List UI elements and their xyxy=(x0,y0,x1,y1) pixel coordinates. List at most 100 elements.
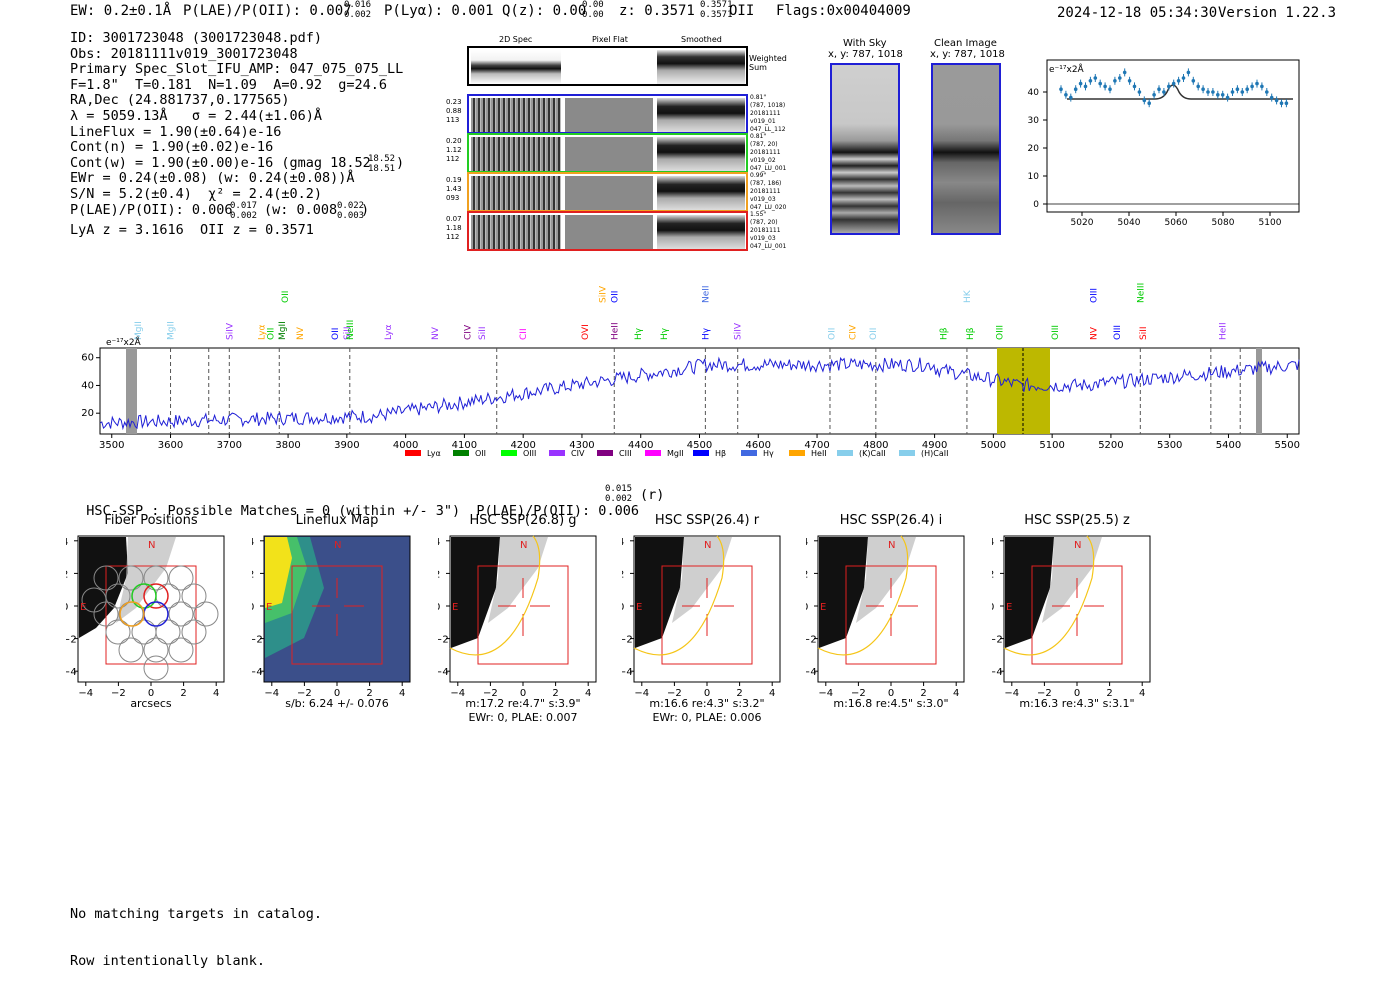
ellipse-aperture xyxy=(817,535,909,656)
zoom-xtick-label: 5100 xyxy=(1259,218,1282,228)
cutouts-panel: 2D Spec Pixel Flat Smoothed Weighted Sum… xyxy=(440,30,800,255)
hsc-summary-band: (r) xyxy=(640,487,665,503)
hsc-xtick-label: −4 xyxy=(450,688,465,699)
info-plae: P(LAE)/P(OII): 0.006 xyxy=(70,201,233,218)
emission-line-label: OII xyxy=(281,291,291,303)
hsc-ytick-label: 4 xyxy=(66,537,68,548)
zoom-data-point xyxy=(1127,79,1132,83)
clean-xy: x, y: 787, 1018 xyxy=(930,49,1005,60)
emission-line-label: SiIV xyxy=(734,322,744,340)
cutout-row-info: 047_LU_020 xyxy=(750,204,787,211)
cutout-row-info: 1.55" xyxy=(750,211,767,218)
cutout-smoothed xyxy=(657,137,745,171)
cutout-row-left-stats: 0.23 0.88 113 xyxy=(446,98,462,125)
zoom-data-point xyxy=(1284,101,1289,105)
info-params: F=1.8" T=0.181 N=1.09 A=0.92 g=24.6 xyxy=(70,76,387,93)
zoom-unit-label: e⁻¹⁷x2Å xyxy=(1049,63,1085,75)
zoom-data-point xyxy=(1176,79,1181,83)
compass-north: N xyxy=(888,540,895,551)
hsc-xtick-label: −4 xyxy=(818,688,833,699)
emission-line-label: SiIV xyxy=(599,285,609,303)
cutout-row-info: v019_02 xyxy=(750,157,776,164)
spectrum-xtick-label: 3600 xyxy=(158,440,183,451)
cutout-row-stat: 0.07 xyxy=(446,215,462,223)
fiber-circle xyxy=(168,601,194,627)
legend-label: MgII xyxy=(667,449,684,458)
spectrum-axes-frame xyxy=(99,347,1300,435)
zoom-data-point xyxy=(1103,84,1107,89)
cutout-row-info: (787, 1018) xyxy=(750,102,786,109)
spectrum-xtick-label: 5100 xyxy=(1039,440,1064,451)
cutout-row-right-info: 0.99" (787, 186) 20181111 v019_03 047_LU_020 xyxy=(750,172,786,212)
spectrum-legend: Lyα OII OIII CIV CIII MgII Hβ Hγ HeII (K)CaII (H)C… xyxy=(405,449,948,458)
zoom-data-point xyxy=(1235,87,1240,91)
zoom-data-point xyxy=(1137,90,1142,94)
spectrum-xtick-label: 4400 xyxy=(628,440,653,451)
aperture-box xyxy=(661,565,753,665)
hsc-dark-source xyxy=(451,537,500,648)
cutout-row-frame xyxy=(467,211,748,251)
col-title-smoothed: Smoothed xyxy=(681,35,722,44)
info-lineflux: LineFlux = 1.90(±0.64)e-16 xyxy=(70,123,282,140)
fiber-circle xyxy=(143,565,169,591)
fiber-orange xyxy=(119,601,145,627)
hsc-summary-text: HSC-SSP : Possible Matches = 0 (within +… xyxy=(86,503,639,519)
cutout-row-info: 047_LL_112 xyxy=(750,126,786,133)
hsc-panel-title: HSC SSP(26.8) g xyxy=(469,513,577,528)
cutout-row-stat: 0.20 xyxy=(446,137,462,145)
hsc-xtick-label: 4 xyxy=(769,688,775,699)
aperture-box xyxy=(845,565,937,665)
emission-line-label: MgII xyxy=(278,321,288,340)
emission-line-label: Lyα xyxy=(384,324,394,340)
with-sky-xy: x, y: 787, 1018 xyxy=(828,49,903,60)
hsc-xtick-label: 2 xyxy=(366,688,372,699)
zoom-data-point xyxy=(1265,90,1269,94)
info-gmag-sub: 18.51 xyxy=(368,164,396,174)
legend-label: CIII xyxy=(619,449,632,458)
info-id: ID: 3001723048 (3001723048.pdf) xyxy=(70,30,322,46)
hsc-xtick-label: 0 xyxy=(334,688,340,699)
hsc-ytick-label: −4 xyxy=(622,667,633,678)
with-sky-title: With Sky xyxy=(843,38,887,49)
zoom-data-point xyxy=(1191,79,1196,83)
hsc-panel-label1: arcsecs xyxy=(130,697,172,710)
hsc-xtick-label: −4 xyxy=(634,688,649,699)
hsc-ytick-label: 0 xyxy=(622,602,624,613)
hsc-panel-image: N E −4−4 −2 −2 0 0 2 2 4 4 xyxy=(252,535,411,699)
emission-line-label: OII xyxy=(610,291,620,303)
masked-region-left xyxy=(126,348,137,434)
legend-swatch xyxy=(597,450,613,456)
aperture-box xyxy=(477,565,569,665)
cutout-row-info: (787, 20) xyxy=(750,219,778,226)
legend-label: OIII xyxy=(523,449,536,458)
ew-value: EW: 0.2±0.1Å xyxy=(70,3,172,19)
zoom-data-point xyxy=(1098,81,1102,86)
hsc-panel: HSC SSP(25.5) z N E −4−4 −2 −2 0 0 2 2 4 4 m:16.3 re… xyxy=(992,512,1162,727)
emission-line-label: CIV xyxy=(848,324,858,340)
hsc-xtick-label: 4 xyxy=(585,688,591,699)
spectrum-xtick-label: 4200 xyxy=(510,440,535,451)
cutout-row-left-stats: 0.07 1.18 112 xyxy=(446,215,462,242)
fiber-circle xyxy=(81,587,107,613)
emission-line-label: Hγ xyxy=(660,327,670,340)
hsc-panel-image: N E −4−4 −2 −2 0 0 2 2 4 4 xyxy=(66,535,225,699)
info-plae-w-close: ) xyxy=(361,201,370,218)
spectrum-xtick-label: 3700 xyxy=(217,440,242,451)
header-bar: EW: 0.2±0.1Å P(LAE)/P(OII): 0.007 0.016 … xyxy=(70,0,1400,25)
cutout-row-stat: 0.23 xyxy=(446,98,462,106)
zoom-data-point xyxy=(1152,93,1156,97)
fiber-circle xyxy=(155,619,181,645)
cutout-row-info: 20181111 xyxy=(750,149,781,156)
hsc-dark-source xyxy=(819,537,868,648)
hsc-xtick-label: −2 xyxy=(667,688,682,699)
datetime: 2024-12-18 05:34:30 xyxy=(1057,5,1218,21)
emission-line-label: SiIV xyxy=(225,322,235,340)
spectrum-xtick-label: 4000 xyxy=(393,440,418,451)
emission-line-label: Hγ xyxy=(701,327,711,340)
emission-line-label: CIV xyxy=(463,324,473,340)
cutout-row-info: 0.99" xyxy=(750,172,767,179)
zoom-data-point xyxy=(1093,76,1098,80)
hsc-summary-sup: 0.015 xyxy=(605,484,633,494)
cutout-row: 0.07 1.18 112 1.55" (787, 20) 20181111 v019_03… xyxy=(440,211,800,251)
